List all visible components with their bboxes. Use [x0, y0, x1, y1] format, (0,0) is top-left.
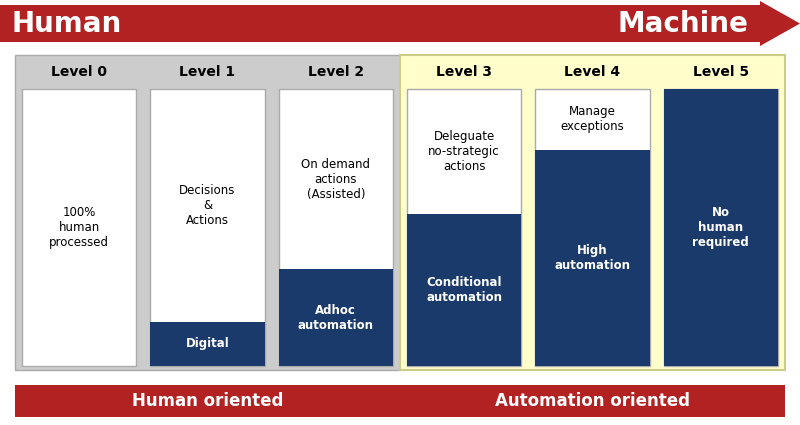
Text: Adhoc
automation: Adhoc automation — [298, 303, 374, 332]
Text: High
automation: High automation — [554, 244, 630, 272]
Text: Deleguate
no-strategic
actions: Deleguate no-strategic actions — [428, 130, 500, 173]
Bar — [664, 89, 778, 366]
Bar — [278, 89, 393, 366]
Text: Level 0: Level 0 — [51, 65, 107, 79]
Text: No
human
required: No human required — [693, 206, 750, 249]
Bar — [22, 89, 136, 366]
Text: On demand
actions
(Assisted): On demand actions (Assisted) — [302, 158, 370, 201]
Polygon shape — [760, 1, 800, 46]
Text: Level 4: Level 4 — [565, 65, 621, 79]
Bar — [15, 385, 400, 417]
Text: 100%
human
processed: 100% human processed — [49, 206, 109, 249]
Text: Machine: Machine — [617, 9, 748, 37]
Text: Level 2: Level 2 — [308, 65, 364, 79]
Text: Digital: Digital — [186, 337, 230, 350]
Bar — [400, 385, 785, 417]
Text: Level 5: Level 5 — [693, 65, 749, 79]
Text: Level 1: Level 1 — [179, 65, 235, 79]
Bar — [535, 89, 650, 366]
Bar — [150, 89, 265, 366]
Bar — [407, 214, 522, 366]
Bar — [400, 55, 785, 370]
Bar — [0, 5, 760, 42]
Bar — [278, 269, 393, 366]
Text: Decisions
&
Actions: Decisions & Actions — [179, 184, 236, 227]
Bar — [15, 55, 400, 370]
Bar — [150, 322, 265, 366]
Text: Human: Human — [12, 9, 122, 37]
Text: Manage
exceptions: Manage exceptions — [561, 105, 624, 133]
Bar — [664, 89, 778, 366]
Bar — [535, 150, 650, 366]
Text: Conditional
automation: Conditional automation — [426, 276, 502, 304]
Bar — [407, 89, 522, 366]
Text: Human oriented: Human oriented — [132, 392, 283, 410]
Text: Automation oriented: Automation oriented — [495, 392, 690, 410]
Text: Level 3: Level 3 — [436, 65, 492, 79]
